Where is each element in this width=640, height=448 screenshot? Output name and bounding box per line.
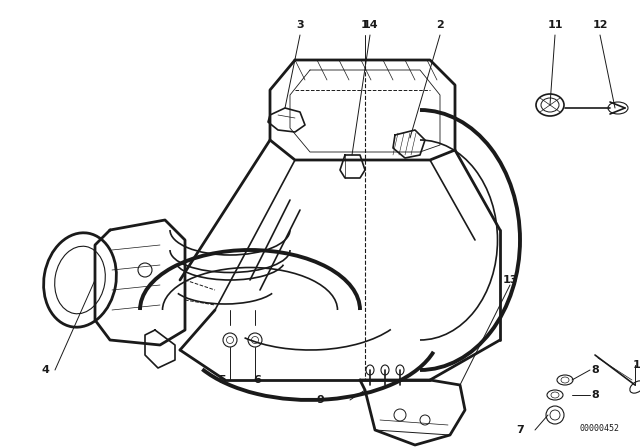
- Text: 5: 5: [218, 375, 226, 385]
- Text: 2: 2: [436, 20, 444, 30]
- Text: 1: 1: [361, 20, 369, 30]
- Text: 00000452: 00000452: [580, 424, 620, 433]
- Text: 8: 8: [591, 365, 599, 375]
- Text: 3: 3: [296, 20, 304, 30]
- Text: 13: 13: [502, 275, 518, 285]
- Text: 7: 7: [516, 425, 524, 435]
- Text: 8: 8: [591, 390, 599, 400]
- Text: 6: 6: [253, 375, 261, 385]
- Text: 10: 10: [632, 360, 640, 370]
- Text: 14: 14: [362, 20, 378, 30]
- Text: 12: 12: [592, 20, 608, 30]
- Text: 9: 9: [316, 395, 324, 405]
- Text: 4: 4: [41, 365, 49, 375]
- Text: 11: 11: [547, 20, 563, 30]
